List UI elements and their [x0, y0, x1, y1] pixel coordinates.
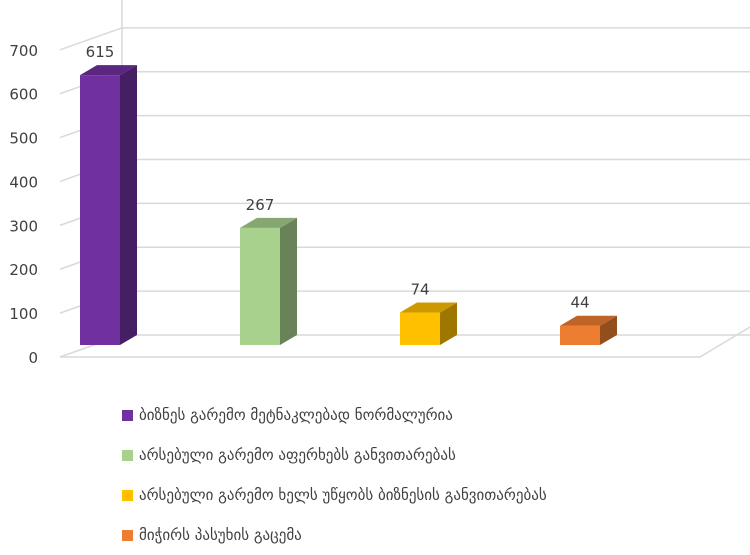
y-tick-label: 100: [9, 305, 38, 323]
y-tick-label: 600: [9, 86, 38, 104]
y-tick-label: 500: [9, 130, 38, 148]
chart-grid: [59, 0, 750, 358]
y-tick-label: 200: [9, 261, 38, 279]
bar-front: [400, 312, 440, 345]
bar-side: [280, 217, 297, 345]
legend-item[interactable]: ბიზნეს გარემო მეტნაკლებად ნორმალურია: [122, 395, 547, 435]
data-label: 44: [570, 294, 589, 312]
bar-chart: 0 100 200 300 400 500 600 700 615 267 74 44: [9, 0, 750, 367]
legend-swatch: [122, 489, 133, 501]
bar: [80, 65, 137, 345]
bar-side: [120, 65, 137, 345]
data-label: 267: [246, 196, 275, 214]
legend-item[interactable]: მიჭირს პასუხის გაცემა: [122, 515, 547, 555]
bar-top: [240, 217, 297, 228]
legend-label: არსებული გარემო ხელს უწყობს ბიზნესის გან…: [139, 486, 547, 504]
bar-front: [80, 75, 120, 345]
bar-side: [440, 302, 457, 345]
side-gridline: [59, 27, 123, 51]
bar-top: [560, 315, 617, 326]
bar-front: [560, 325, 600, 345]
data-label: 615: [86, 43, 115, 61]
bar: [400, 302, 457, 345]
chart-legend: ბიზნეს გარემო მეტნაკლებად ნორმალურია არს…: [122, 395, 547, 555]
legend-item[interactable]: არსებული გარემო ხელს უწყობს ბიზნესის გან…: [122, 475, 547, 515]
chart-bars: [80, 65, 617, 345]
legend-swatch: [122, 409, 133, 421]
y-axis-ticks: 0 100 200 300 400 500 600 700: [9, 42, 38, 367]
y-tick-label: 700: [9, 42, 38, 60]
bar-top: [400, 302, 457, 313]
bar-front: [240, 227, 280, 345]
floor-right-edge: [699, 326, 750, 358]
bar: [240, 217, 297, 345]
legend-label: არსებული გარემო აფერხებს განვითარებას: [139, 446, 456, 464]
bar-side: [600, 315, 617, 345]
legend-label: მიჭირს პასუხის გაცემა: [139, 526, 302, 544]
data-labels: 615 267 74 44: [86, 43, 590, 312]
y-tick-label: 300: [9, 217, 38, 235]
y-tick-label: 400: [9, 173, 38, 191]
legend-swatch: [122, 529, 133, 541]
legend-swatch: [122, 449, 133, 461]
bar: [560, 315, 617, 345]
bar-top: [80, 65, 137, 76]
y-tick-label: 0: [28, 349, 38, 367]
legend-label: ბიზნეს გარემო მეტნაკლებად ნორმალურია: [139, 406, 453, 424]
legend-item[interactable]: არსებული გარემო აფერხებს განვითარებას: [122, 435, 547, 475]
data-label: 74: [410, 281, 429, 299]
